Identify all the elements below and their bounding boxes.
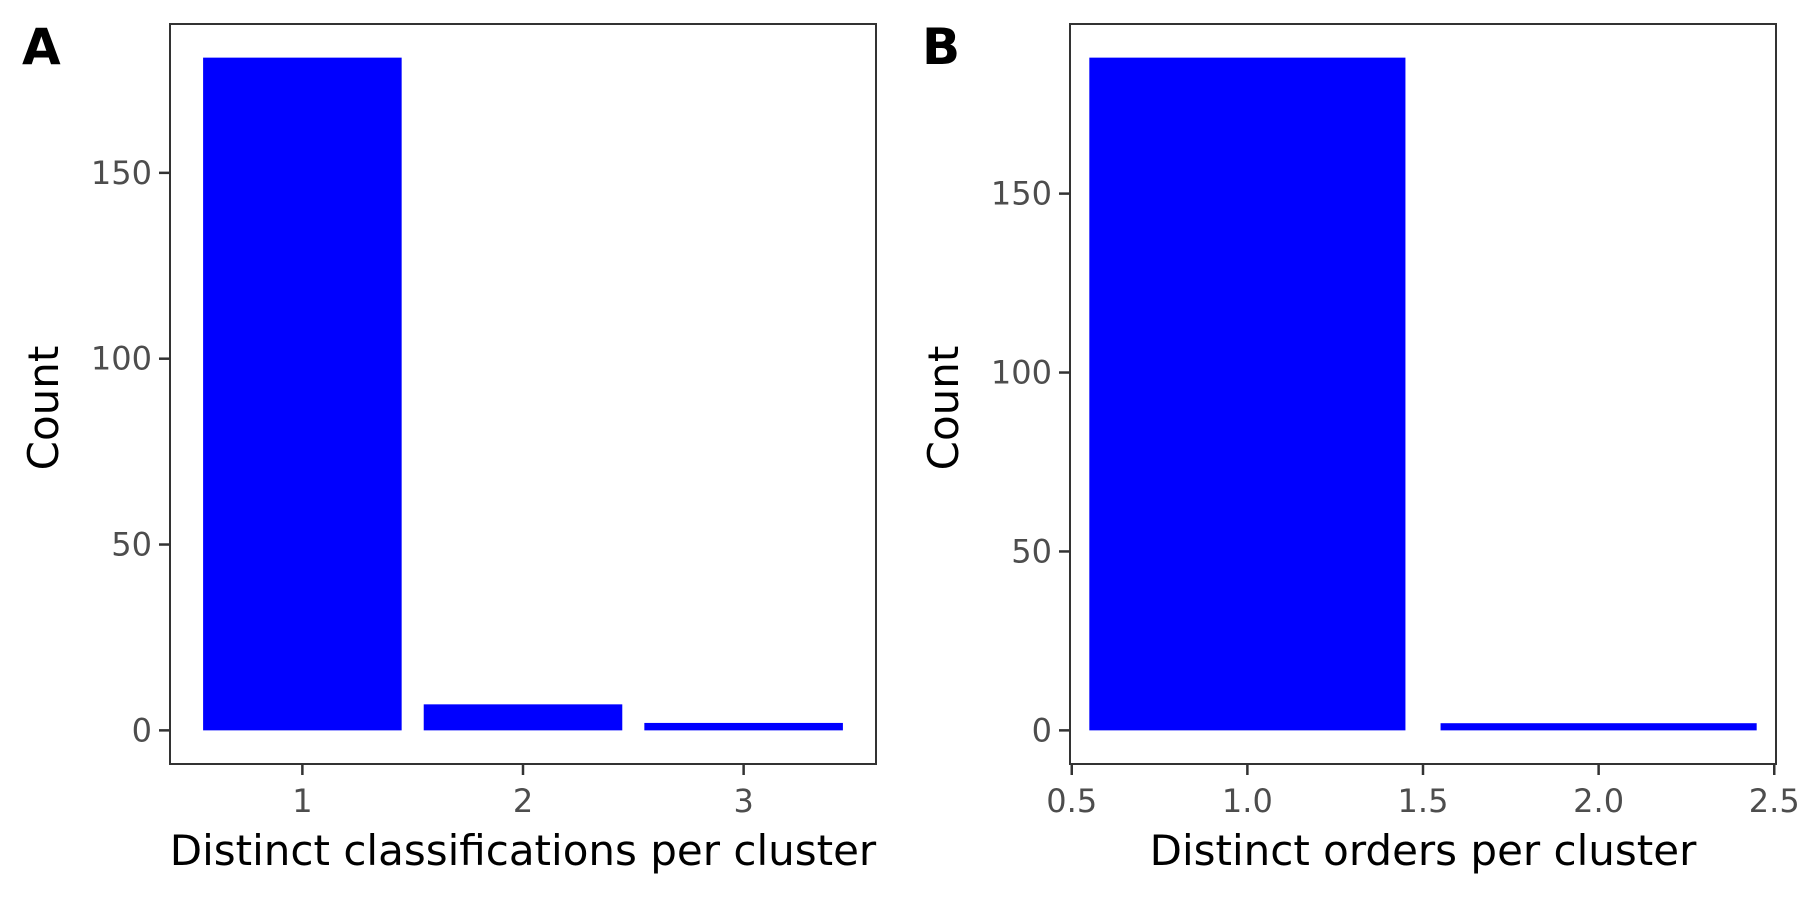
x-tick-label: 0.5 [1046, 782, 1097, 820]
y-tick-label: 0 [132, 711, 152, 749]
bar-1 [1089, 57, 1406, 731]
x-tick-label: 3 [733, 782, 753, 820]
bar-2 [423, 704, 623, 731]
x-tick-label: 1 [292, 782, 312, 820]
bar-3 [644, 722, 843, 731]
y-tick-label: 150 [991, 175, 1052, 213]
x-axis-title: Distinct orders per cluster [1150, 826, 1697, 875]
y-tick-label: 50 [1011, 532, 1052, 570]
bar-2 [1440, 723, 1757, 731]
x-tick-label: 1.0 [1222, 782, 1273, 820]
x-tick-label: 2.5 [1749, 782, 1800, 820]
panel-b: 0 50 100 150 0.5 1.0 1.5 2.0 2.5 Distinct orders … [919, 18, 1800, 875]
x-tick-label: 2 [513, 782, 533, 820]
x-tick-label: 1.5 [1398, 782, 1449, 820]
x-tick-label: 2.0 [1573, 782, 1624, 820]
y-tick-label: 100 [91, 340, 152, 378]
bar-1 [203, 57, 402, 731]
y-tick-label: 150 [91, 154, 152, 192]
y-tick-label: 100 [991, 354, 1052, 392]
panel-tag: B [922, 18, 960, 76]
x-axis-title: Distinct classifications per cluster [170, 826, 877, 875]
panel-tag: A [22, 18, 61, 76]
y-tick-label: 50 [111, 526, 152, 564]
panel-a: 0 50 100 150 1 2 3 Distinct classifications per… [19, 18, 877, 875]
y-axis-title: Count [19, 346, 68, 471]
y-axis-title: Count [919, 346, 968, 471]
y-tick-label: 0 [1032, 711, 1052, 749]
